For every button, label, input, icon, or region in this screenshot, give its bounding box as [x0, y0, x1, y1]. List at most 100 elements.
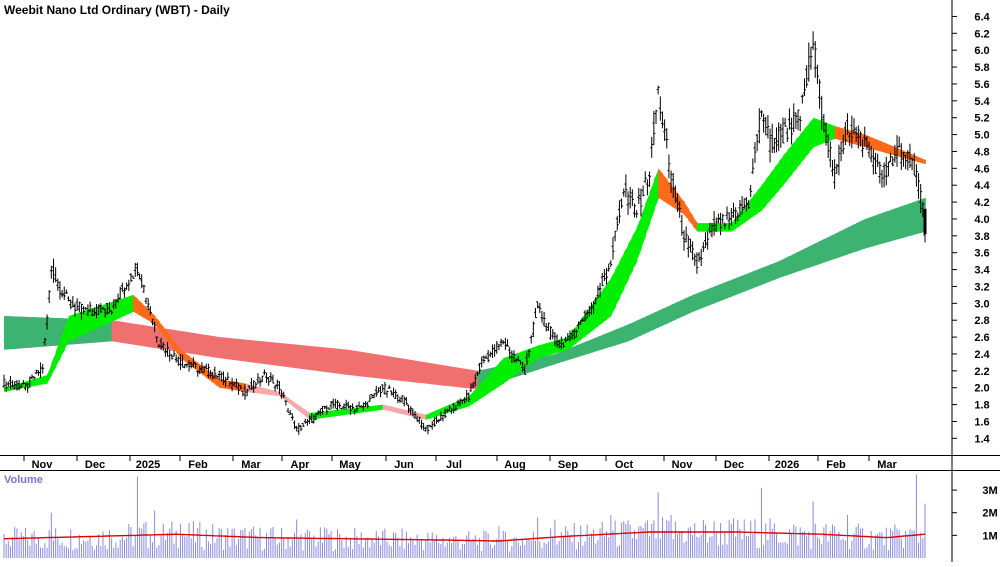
long-term-ribbon-segment	[550, 353, 556, 366]
long-term-ribbon-segment	[692, 293, 698, 312]
short-term-ribbon-segment	[826, 122, 832, 143]
short-term-ribbon-segment	[688, 209, 694, 226]
long-term-ribbon-segment	[739, 274, 746, 294]
long-term-ribbon-segment	[339, 348, 345, 375]
long-term-ribbon-segment	[206, 335, 212, 357]
short-term-ribbon-segment	[141, 303, 147, 320]
price-y-tick-label: 2.4	[974, 349, 990, 361]
short-term-ribbon-segment	[331, 410, 337, 417]
long-term-ribbon-segment	[124, 322, 130, 345]
short-term-ribbon-segment	[770, 167, 776, 201]
price-panel: Weebit Nano Ltd Ordinary (WBT) - Daily 1…	[2, 3, 991, 471]
long-term-ribbon-segment	[16, 316, 23, 349]
long-term-ribbon-segment	[886, 209, 892, 243]
short-term-ribbon-segment	[606, 278, 612, 320]
price-y-tick-label: 3.8	[974, 231, 989, 243]
long-term-ribbon-segment	[615, 327, 621, 346]
short-term-ribbon-segment	[374, 405, 380, 411]
short-term-ribbon-segment	[752, 190, 759, 217]
long-term-ribbon-segment	[873, 214, 879, 247]
short-term-ribbon-segment	[150, 311, 156, 325]
volume-y-tick-label: 1M	[982, 530, 997, 542]
long-term-ribbon-segment	[537, 356, 543, 370]
long-term-ribbon-segment	[636, 318, 642, 338]
short-term-ribbon-segment	[748, 196, 754, 220]
short-term-ribbon-segment	[59, 327, 66, 359]
short-term-ribbon-segment	[133, 294, 139, 315]
short-term-ribbon-segment	[869, 136, 875, 150]
short-term-ribbon-segment	[877, 139, 883, 153]
short-term-ribbon-segment	[55, 339, 61, 367]
x-tick-label: Nov	[672, 459, 694, 471]
short-term-ribbon-segment	[645, 191, 651, 236]
long-term-ribbon-segment	[709, 286, 715, 306]
long-term-ribbon-segment	[546, 354, 552, 367]
short-term-ribbon-segment	[421, 413, 427, 420]
short-term-ribbon-segment	[98, 304, 104, 328]
long-term-ribbon-segment	[821, 237, 827, 264]
short-term-ribbon-segment	[679, 196, 685, 215]
long-term-ribbon-segment	[623, 324, 629, 343]
short-term-ribbon-segment	[765, 173, 771, 206]
long-term-ribbon-segment	[25, 316, 31, 349]
long-term-ribbon-segment	[907, 202, 913, 237]
short-term-ribbon-segment	[430, 411, 436, 419]
short-term-ribbon-segment	[481, 377, 487, 398]
long-term-ribbon-segment	[795, 250, 802, 273]
long-term-ribbon-segment	[266, 341, 272, 365]
short-term-ribbon-segment	[473, 386, 479, 404]
long-term-ribbon-segment	[705, 288, 711, 307]
long-term-ribbon-segment	[352, 350, 358, 377]
price-y-tick-label: 4.2	[974, 197, 989, 209]
long-term-ribbon-segment	[219, 337, 225, 359]
short-term-ribbon-segment	[597, 289, 604, 327]
short-term-ribbon-segment	[533, 345, 539, 362]
short-term-ribbon-segment	[42, 375, 48, 385]
long-term-ribbon-segment	[447, 365, 453, 387]
x-tick-label: Oct	[615, 459, 634, 471]
short-term-ribbon-segment	[920, 158, 926, 165]
price-y-tick-label: 4.6	[974, 163, 989, 175]
long-term-ribbon-segment	[378, 354, 384, 379]
x-tick-label: Aug	[504, 459, 525, 471]
long-term-ribbon-segment	[869, 215, 875, 248]
short-term-ribbon-segment	[683, 202, 690, 221]
long-term-ribbon-segment	[666, 304, 672, 324]
long-term-ribbon-segment	[851, 223, 858, 253]
long-term-ribbon-segment	[4, 315, 10, 350]
short-term-ribbon-segment	[791, 139, 797, 175]
long-term-ribbon-segment	[817, 240, 823, 265]
long-term-ribbon-segment	[744, 272, 750, 292]
long-term-ribbon-segment	[12, 316, 18, 350]
price-y-tick-label: 2.2	[974, 366, 989, 378]
long-term-ribbon-segment	[38, 317, 44, 348]
short-term-ribbon-segment	[434, 409, 440, 418]
price-y-tick-label: 6.4	[974, 11, 990, 23]
long-term-ribbon-segment	[610, 329, 616, 347]
long-term-ribbon-segment	[51, 317, 57, 347]
volume-y-tick-label: 2M	[982, 508, 997, 520]
long-term-ribbon-segment	[813, 242, 819, 267]
short-term-ribbon-segment	[391, 406, 397, 413]
long-term-ribbon-segment	[455, 367, 462, 388]
long-term-ribbon-segment	[47, 317, 53, 347]
long-term-ribbon-segment	[288, 343, 294, 368]
long-term-ribbon-segment	[399, 358, 406, 382]
short-term-ribbon-segment	[266, 388, 272, 396]
price-y-tick-label: 2.8	[974, 315, 989, 327]
short-term-ribbon-segment	[795, 133, 802, 169]
short-term-ribbon-segment	[158, 321, 165, 336]
long-term-ribbon-segment	[193, 333, 199, 355]
short-term-ribbon-segment	[696, 223, 703, 232]
long-term-ribbon-segment	[348, 349, 354, 376]
price-y-tick-label: 5.4	[974, 96, 990, 108]
short-term-ribbon-segment	[387, 405, 393, 412]
long-term-ribbon-segment	[890, 208, 896, 242]
long-term-ribbon-segment	[356, 351, 363, 377]
short-term-ribbon-segment	[124, 296, 130, 316]
long-term-ribbon-segment	[275, 342, 281, 367]
long-term-ribbon-segment	[382, 355, 388, 380]
long-term-ribbon-segment	[800, 248, 806, 271]
long-term-ribbon-segment	[442, 365, 449, 387]
short-term-ribbon-segment	[171, 338, 178, 353]
